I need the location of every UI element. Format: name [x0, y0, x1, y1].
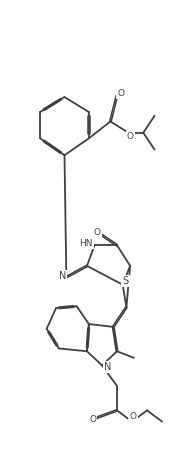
- Text: O: O: [94, 227, 101, 236]
- Text: S: S: [122, 276, 129, 286]
- Text: O: O: [129, 412, 136, 421]
- Text: O: O: [89, 415, 96, 424]
- Text: N: N: [59, 271, 66, 281]
- Text: O: O: [127, 132, 134, 141]
- Text: O: O: [117, 89, 124, 98]
- Text: N: N: [104, 362, 111, 372]
- Text: HN: HN: [79, 239, 93, 248]
